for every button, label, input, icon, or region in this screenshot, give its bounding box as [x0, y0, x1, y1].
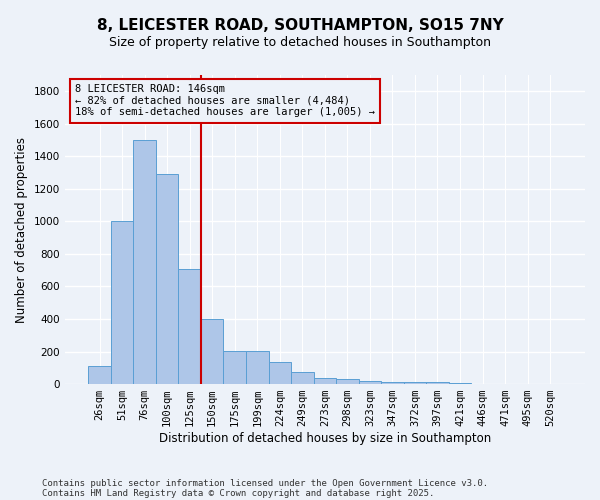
- Bar: [336, 379, 359, 384]
- Text: 8, LEICESTER ROAD, SOUTHAMPTON, SO15 7NY: 8, LEICESTER ROAD, SOUTHAMPTON, SO15 7NY: [97, 18, 503, 32]
- Bar: [269, 362, 291, 384]
- X-axis label: Distribution of detached houses by size in Southampton: Distribution of detached houses by size …: [159, 432, 491, 445]
- Bar: [133, 140, 156, 384]
- Text: Contains HM Land Registry data © Crown copyright and database right 2025.: Contains HM Land Registry data © Crown c…: [42, 488, 434, 498]
- Y-axis label: Number of detached properties: Number of detached properties: [15, 136, 28, 322]
- Bar: [314, 378, 336, 384]
- Bar: [359, 381, 381, 384]
- Text: Size of property relative to detached houses in Southampton: Size of property relative to detached ho…: [109, 36, 491, 49]
- Bar: [178, 268, 201, 384]
- Bar: [291, 372, 314, 384]
- Bar: [381, 382, 404, 384]
- Text: 8 LEICESTER ROAD: 146sqm
← 82% of detached houses are smaller (4,484)
18% of sem: 8 LEICESTER ROAD: 146sqm ← 82% of detach…: [75, 84, 375, 117]
- Bar: [156, 174, 178, 384]
- Bar: [111, 222, 133, 384]
- Bar: [201, 319, 223, 384]
- Bar: [223, 350, 246, 384]
- Bar: [426, 382, 449, 384]
- Bar: [246, 350, 269, 384]
- Text: Contains public sector information licensed under the Open Government Licence v3: Contains public sector information licen…: [42, 478, 488, 488]
- Bar: [404, 382, 426, 384]
- Bar: [88, 366, 111, 384]
